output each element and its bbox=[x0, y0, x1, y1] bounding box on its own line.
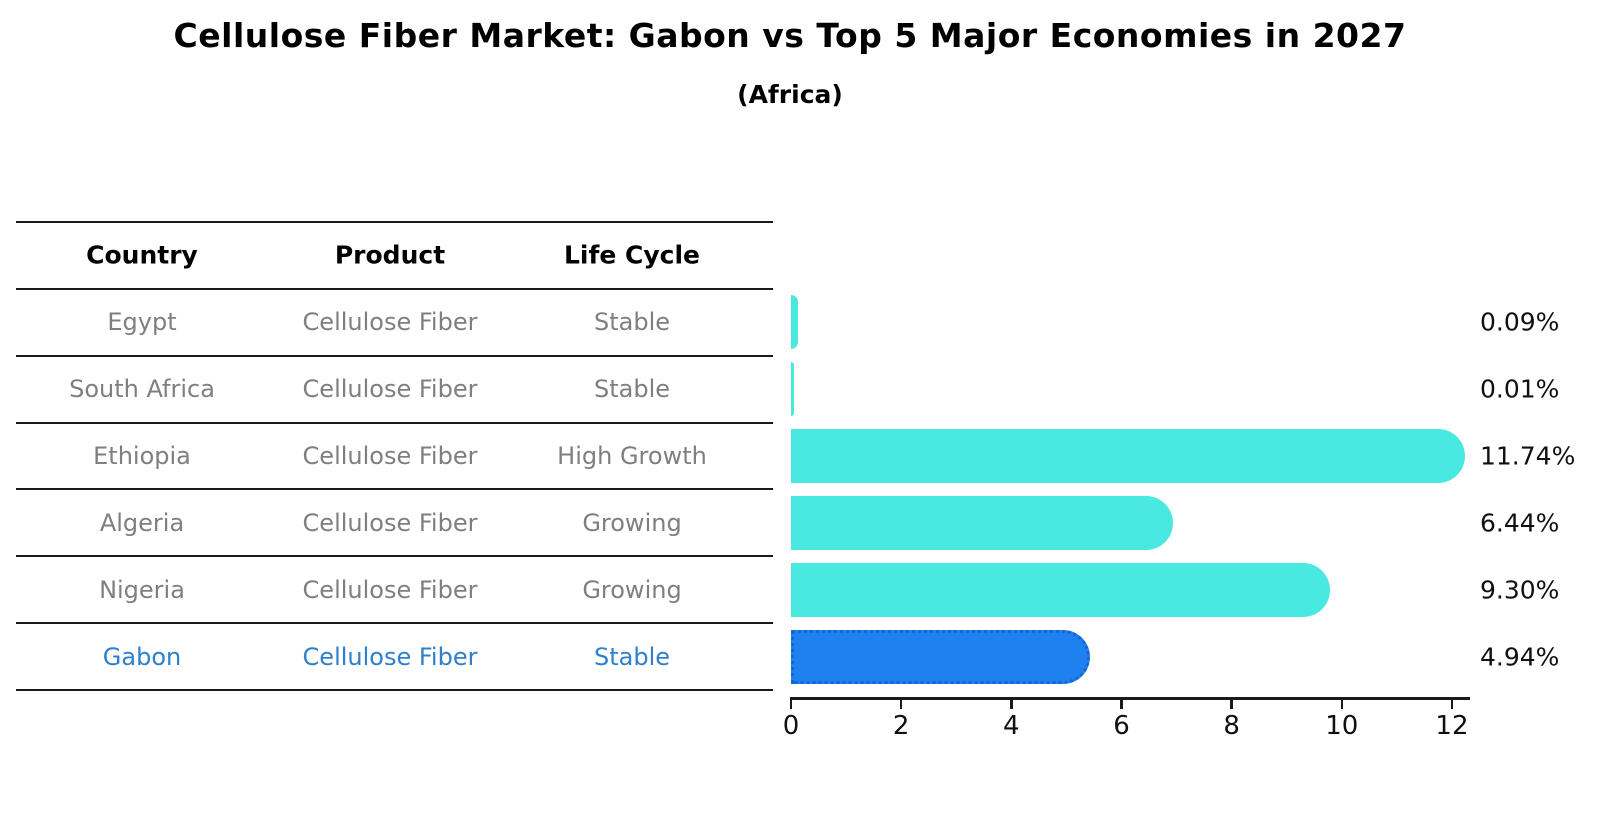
page-subtitle: (Africa) bbox=[737, 80, 843, 109]
cell-product: Cellulose Fiber bbox=[302, 575, 478, 604]
table-divider bbox=[16, 354, 773, 357]
cell-country: Gabon bbox=[102, 642, 182, 671]
table-divider bbox=[16, 488, 773, 491]
x-axis-tick-label: 10 bbox=[1325, 711, 1359, 741]
table-divider bbox=[16, 421, 773, 424]
cell-lifecycle: Stable bbox=[593, 308, 671, 337]
x-axis-line bbox=[791, 697, 1470, 700]
x-axis-tick bbox=[1450, 697, 1454, 709]
cell-product: Cellulose Fiber bbox=[302, 308, 478, 337]
cell-lifecycle: Stable bbox=[593, 642, 671, 671]
bar-value-label: 0.01% bbox=[1480, 374, 1560, 404]
cell-lifecycle: Growing bbox=[582, 508, 682, 537]
bar-value-label: 4.94% bbox=[1480, 642, 1560, 672]
cell-country: Ethiopia bbox=[93, 441, 191, 470]
table-divider bbox=[16, 287, 773, 290]
column-header-country: Country bbox=[86, 240, 198, 270]
cell-country: Egypt bbox=[107, 308, 177, 337]
cell-lifecycle: Growing bbox=[582, 575, 682, 604]
table-divider bbox=[16, 221, 773, 223]
cell-product: Cellulose Fiber bbox=[302, 441, 478, 470]
x-axis-tick bbox=[1230, 697, 1233, 709]
x-axis-tick bbox=[1120, 697, 1123, 709]
x-axis-tick-label: 2 bbox=[892, 711, 910, 741]
bar-nigeria bbox=[791, 562, 1331, 617]
cell-product: Cellulose Fiber bbox=[302, 375, 478, 404]
x-axis-tick-label: 8 bbox=[1223, 711, 1240, 741]
table-divider bbox=[16, 688, 773, 691]
x-axis-tick-label: 0 bbox=[782, 711, 800, 741]
x-axis-tick bbox=[1340, 697, 1344, 709]
x-axis-tick-label: 4 bbox=[1003, 711, 1020, 741]
cell-product: Cellulose Fiber bbox=[302, 642, 478, 671]
cell-product: Cellulose Fiber bbox=[302, 508, 478, 537]
page-title: Cellulose Fiber Market: Gabon vs Top 5 M… bbox=[173, 16, 1407, 55]
bar-ethiopia bbox=[791, 428, 1465, 483]
column-header-product: Product bbox=[334, 240, 446, 270]
x-axis-tick bbox=[789, 697, 793, 709]
x-axis-tick-label: 6 bbox=[1113, 711, 1130, 741]
bar-value-label: 9.30% bbox=[1480, 575, 1560, 605]
cell-country: South Africa bbox=[69, 375, 215, 404]
bar-value-label: 6.44% bbox=[1480, 508, 1560, 538]
bar-value-label: 11.74% bbox=[1480, 441, 1576, 471]
x-axis-tick bbox=[1010, 697, 1013, 709]
x-axis-tick bbox=[899, 697, 903, 709]
cell-country: Algeria bbox=[99, 508, 185, 537]
table-divider bbox=[16, 622, 773, 625]
bar-gabon bbox=[791, 629, 1091, 684]
bar-value-label: 0.09% bbox=[1480, 307, 1560, 337]
bar-algeria bbox=[791, 495, 1173, 550]
bar-egypt bbox=[791, 295, 798, 350]
cell-lifecycle: High Growth bbox=[557, 441, 707, 470]
x-axis-tick-label: 12 bbox=[1435, 711, 1469, 741]
cell-country: Nigeria bbox=[99, 575, 185, 604]
column-header-life-cycle: Life Cycle bbox=[563, 240, 701, 270]
cell-lifecycle: Stable bbox=[593, 375, 671, 404]
bar-south-africa bbox=[791, 362, 794, 417]
table-divider bbox=[16, 555, 773, 558]
